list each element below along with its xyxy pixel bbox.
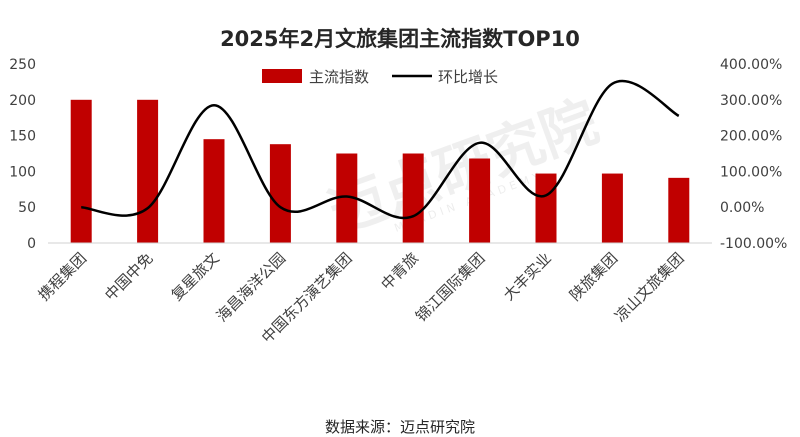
bar bbox=[336, 153, 358, 243]
x-category-label: 锦江国际集团 bbox=[412, 249, 488, 325]
legend-label-bar: 主流指数 bbox=[309, 68, 369, 86]
legend: 主流指数 环比增长 bbox=[262, 68, 498, 86]
y-axis-left: 0 50 100 150 200 250 bbox=[9, 57, 36, 252]
bar bbox=[70, 99, 92, 243]
y-right-tick-label: 100.00% bbox=[720, 164, 782, 180]
y-left-tick-label: 0 bbox=[27, 236, 36, 252]
y-axis-right: -100.00% 0.00% 100.00% 200.00% 300.00% 400.00… bbox=[720, 57, 787, 252]
x-category-label: 中青旅 bbox=[377, 249, 422, 294]
y-left-tick-label: 250 bbox=[9, 57, 36, 73]
bar bbox=[203, 139, 225, 243]
y-left-tick-label: 100 bbox=[9, 164, 36, 180]
x-category-label: 陕旅集团 bbox=[566, 249, 621, 304]
bar bbox=[469, 158, 491, 243]
y-right-tick-label: 300.00% bbox=[720, 93, 782, 109]
bar bbox=[601, 173, 623, 243]
watermark-text: 迈点研究院 bbox=[321, 89, 606, 246]
bar bbox=[668, 177, 690, 243]
x-category-label: 中国中免 bbox=[101, 249, 156, 304]
chart-title: 2025年2月文旅集团主流指数TOP10 bbox=[220, 27, 580, 51]
y-right-tick-label: 200.00% bbox=[720, 129, 782, 145]
y-right-tick-label: 0.00% bbox=[720, 200, 764, 216]
bar bbox=[137, 99, 159, 243]
watermark: 迈点研究院 MEADIN ACADEMY bbox=[321, 89, 606, 246]
source-note: 数据来源：迈点研究院 bbox=[325, 418, 475, 436]
line-series bbox=[81, 79, 680, 220]
bar bbox=[269, 144, 291, 243]
x-category-label: 复星旅文 bbox=[168, 249, 223, 304]
legend-label-line: 环比增长 bbox=[438, 68, 498, 86]
x-category-label: 携程集团 bbox=[35, 249, 90, 304]
legend-swatch-bar bbox=[262, 69, 302, 83]
x-category-label: 凉山文旅集团 bbox=[611, 249, 687, 325]
y-right-tick-label: 400.00% bbox=[720, 57, 782, 73]
y-right-tick-label: -100.00% bbox=[720, 236, 787, 252]
y-left-tick-label: 150 bbox=[9, 129, 36, 145]
bar bbox=[535, 173, 557, 243]
x-category-label: 大丰实业 bbox=[500, 249, 555, 304]
bar bbox=[402, 153, 424, 243]
y-left-tick-label: 200 bbox=[9, 93, 36, 109]
y-left-tick-label: 50 bbox=[18, 200, 36, 216]
x-axis-categories: 携程集团 中国中免 复星旅文海昌海洋公园中国东方演艺集团 中青旅锦江国际集团 大丰实业陕… bbox=[35, 249, 688, 347]
